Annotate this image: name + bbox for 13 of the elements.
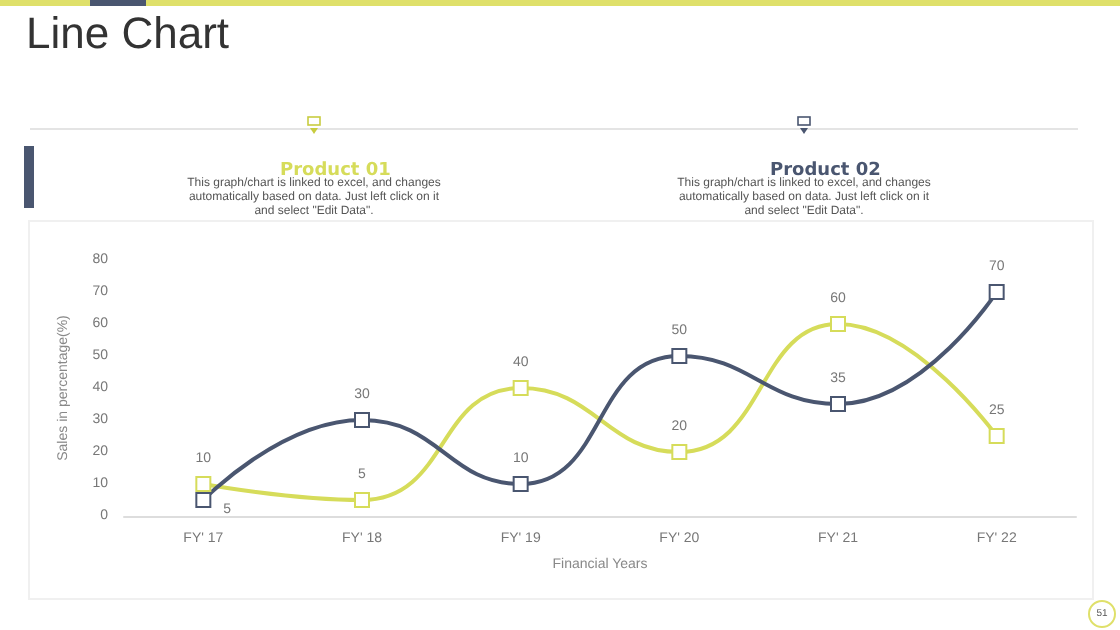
point: [354, 492, 370, 508]
point: [671, 348, 688, 364]
point: [512, 380, 529, 396]
point: [671, 444, 688, 460]
point: [354, 412, 370, 428]
point: [512, 476, 529, 492]
point: [195, 492, 212, 508]
point: [195, 476, 212, 492]
point: [830, 396, 846, 412]
point: [988, 428, 1005, 444]
point: [988, 284, 1005, 300]
point: [830, 316, 846, 332]
chart-title: Line Chart: [26, 8, 230, 60]
